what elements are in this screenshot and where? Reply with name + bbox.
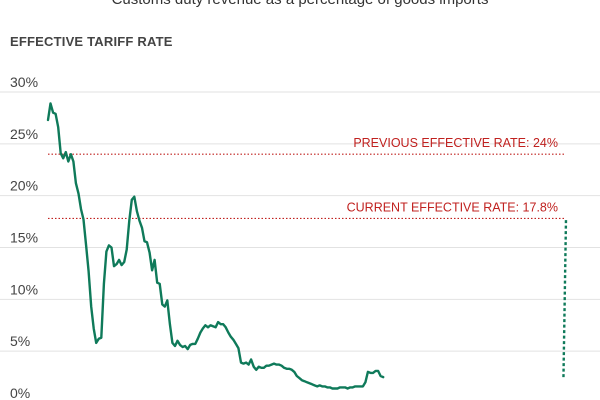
y-tick-label: 5% bbox=[10, 333, 30, 349]
y-tick-label: 30% bbox=[10, 74, 38, 90]
gridlines bbox=[0, 91, 600, 352]
chart-subtitle: Customs duty revenue as a percentage of … bbox=[0, 0, 600, 8]
projection-line bbox=[562, 218, 568, 378]
y-axis-label: EFFECTIVE TARIFF RATE bbox=[10, 34, 173, 49]
y-tick-label: 25% bbox=[10, 126, 38, 142]
reference-line-label: CURRENT EFFECTIVE RATE: 17.8% bbox=[347, 200, 558, 214]
y-tick-label: 0% bbox=[10, 385, 30, 400]
reference-lines: PREVIOUS EFFECTIVE RATE: 24% CURRENT EFFE… bbox=[48, 136, 566, 220]
y-tick-label: 15% bbox=[10, 230, 38, 246]
y-tick-label: 10% bbox=[10, 281, 38, 297]
reference-line-label: PREVIOUS EFFECTIVE RATE: 24% bbox=[353, 136, 558, 150]
y-tick-labels: 0% 5% 10% 15% 20% 25% 30% bbox=[10, 74, 38, 400]
series-layer bbox=[46, 102, 568, 390]
y-tick-label: 20% bbox=[10, 178, 38, 194]
series-line bbox=[46, 102, 385, 390]
